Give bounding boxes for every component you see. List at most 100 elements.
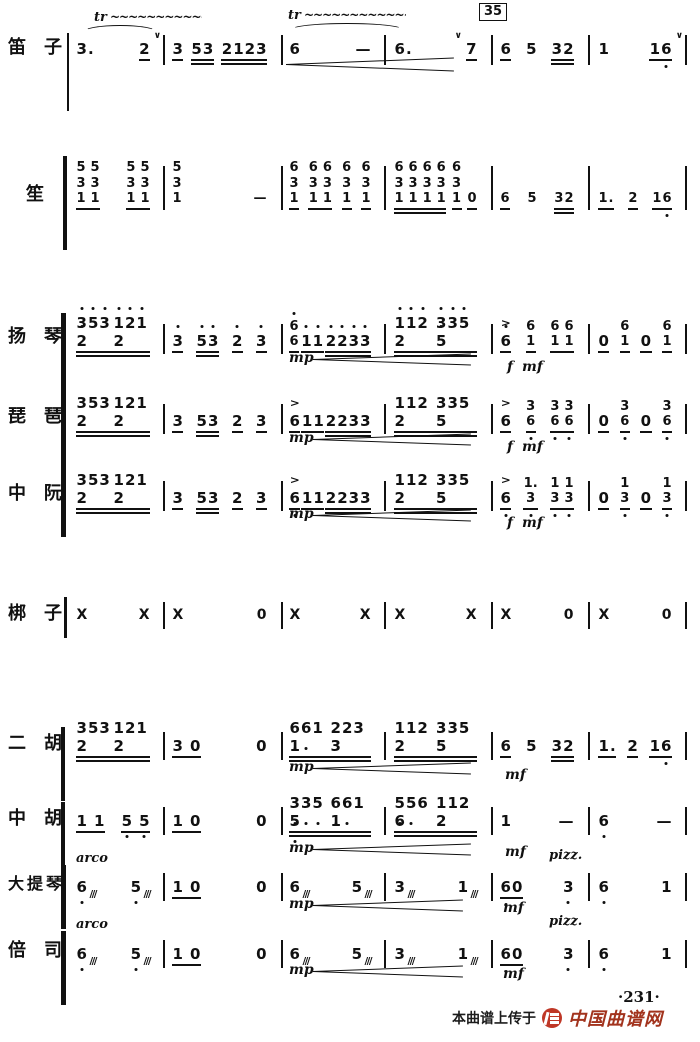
beam-underline [76, 351, 113, 353]
barline [588, 324, 590, 354]
digit: 6 [394, 812, 405, 830]
note-text: 6 [500, 412, 511, 430]
hairpin-lower-line [285, 63, 454, 72]
digit: 1 [408, 191, 418, 207]
digit: 0 [189, 737, 201, 755]
hairpin-upper-line [312, 353, 471, 360]
digit: 1 [301, 489, 313, 507]
beam-underline [325, 351, 371, 353]
beam-underline [76, 831, 105, 833]
digit: 1 [313, 412, 324, 430]
note-token: 0 [256, 607, 267, 624]
digit: 1 [322, 191, 332, 207]
digit: . [405, 40, 412, 58]
note-text: 6. [394, 40, 412, 58]
note-text: 3 [256, 325, 267, 350]
digit: 1 [301, 325, 312, 350]
measure-yangqin-5: 6 >6 1 6 1 6 1 [496, 314, 584, 353]
digit: 6 [598, 812, 609, 838]
digit: 6 [289, 945, 300, 963]
beam-underline [138, 59, 150, 61]
note-token: 3532 [76, 471, 113, 514]
digit: 1 [500, 812, 511, 830]
digit: 1 [564, 334, 574, 350]
arco-marking: arco [76, 851, 108, 866]
note-token: 3 [172, 412, 184, 433]
instrument-label-dizi: 笛子 [8, 38, 62, 58]
digit: 1 [312, 719, 323, 737]
note-token: 1 [598, 40, 609, 58]
measure-bass-4: 3///1/// [390, 943, 487, 967]
digit: 6 [500, 737, 511, 755]
note-token: 32 [551, 737, 574, 762]
octave-dot-above [398, 325, 402, 328]
tremolo-slashes: /// [302, 956, 310, 967]
note-token: 1 [76, 812, 87, 830]
label-char: 司 [44, 940, 62, 961]
digit: 5 [196, 489, 207, 507]
digit: 3 [342, 175, 352, 191]
note-token: — [253, 191, 267, 207]
digit: 1 [447, 794, 458, 812]
octave-dot-below [293, 514, 297, 517]
note-token: 3 [255, 325, 267, 353]
digit: 6 [662, 414, 672, 440]
barline [163, 732, 165, 760]
beam-underline [394, 211, 447, 214]
digit: 1 [113, 719, 124, 737]
slur [84, 25, 156, 38]
octave-dot-above [292, 311, 296, 315]
note-text: 3355 [436, 394, 478, 430]
digit: 3 [289, 794, 300, 825]
digit: 1 [662, 475, 672, 491]
octave-dot-below [334, 822, 338, 825]
system-line-yangqin [61, 313, 66, 537]
note-token: 0 [598, 412, 610, 433]
hairpin-upper-line [312, 965, 463, 972]
note-text: 3532 [76, 719, 113, 755]
percussion-note: X [289, 607, 301, 624]
beam-underline [500, 964, 523, 966]
note-token: 0 [256, 737, 267, 755]
beam-underline [451, 208, 462, 210]
beam-underline [172, 351, 184, 353]
note-token: 6/// [289, 945, 311, 967]
note-token: 6 > [500, 317, 512, 353]
label-char: 阮 [44, 483, 62, 504]
digit: 5 [458, 394, 470, 412]
octave-dot-below [504, 903, 508, 906]
digit: 3 [330, 737, 341, 755]
note-text: 6 [598, 945, 609, 971]
digit: 6 [550, 414, 560, 440]
digit: 5 [436, 412, 447, 430]
beam-underline [113, 756, 150, 758]
barline [384, 166, 386, 210]
digit: 1 [394, 471, 405, 489]
beam-underline [551, 62, 574, 65]
label-char: 琴 [44, 326, 62, 347]
digit: 1 [620, 475, 630, 491]
digit: 2 [325, 489, 337, 507]
note-token: 6 6 11 [289, 719, 330, 762]
barline [281, 940, 283, 968]
octave-dot-above [176, 325, 180, 328]
label-char: 胡 [44, 808, 62, 829]
beam-underline [300, 351, 324, 353]
digit: 1 [113, 471, 124, 489]
octave-dot-above [128, 307, 132, 310]
digit: 5 [191, 40, 202, 58]
note-text: 5 [526, 40, 537, 58]
